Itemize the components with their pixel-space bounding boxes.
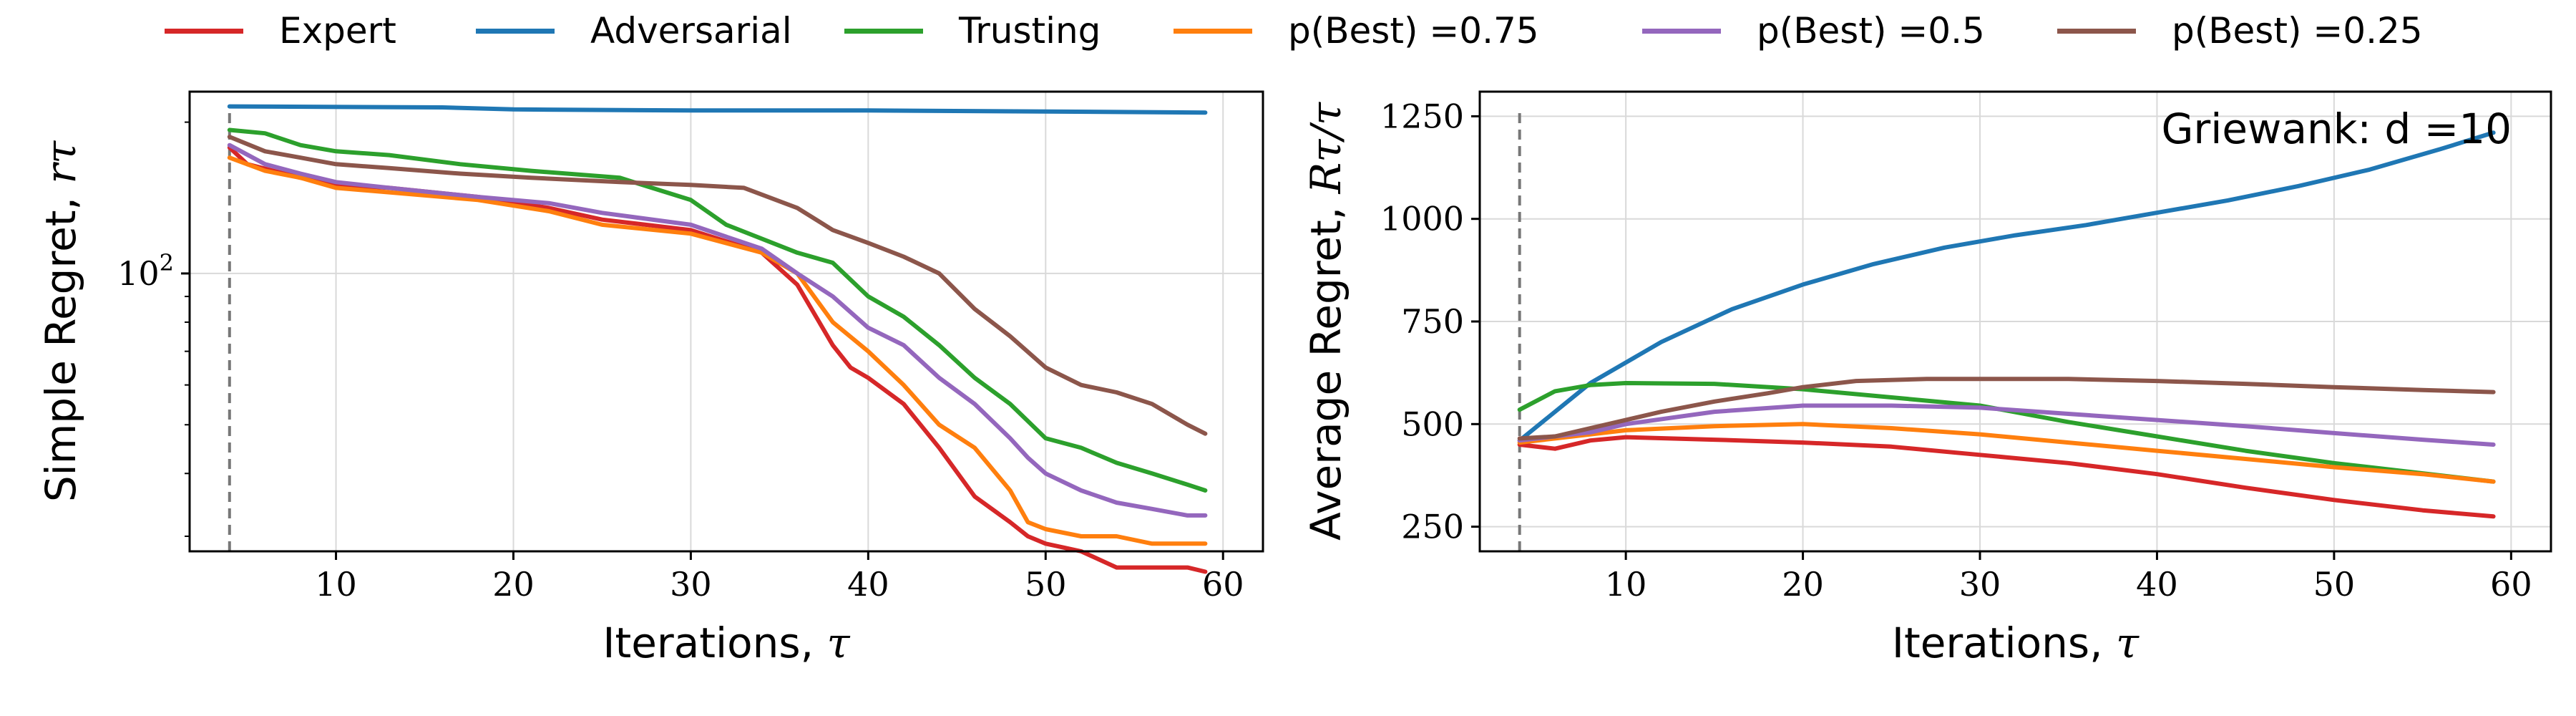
- x-tick-label: 30: [1959, 565, 2001, 604]
- x-tick-label: 40: [2136, 565, 2178, 604]
- panel-left: 10 20 30 40 50 60 102 Iterations, τ Simple Regre…: [36, 90, 1264, 667]
- legend-swatch: [1174, 28, 1252, 34]
- legend-swatch: [1642, 28, 1721, 34]
- legend-label: p(Best) =0.25: [2172, 10, 2423, 52]
- series-line-p-best-0-5: [1517, 403, 2496, 447]
- x-tick-label: 60: [1202, 565, 1244, 604]
- legend-item-pbest-075: p(Best) =0.75: [1174, 6, 1539, 56]
- legend-item-pbest-025: p(Best) =0.25: [2057, 6, 2423, 56]
- series-line-p-best-0-75: [227, 155, 1208, 546]
- series-line-p-best-0-25: [227, 135, 1208, 436]
- y-tick-label: 500: [1401, 405, 1464, 443]
- x-tick-label: 50: [1025, 565, 1067, 604]
- legend-item-expert: Expert: [165, 6, 396, 56]
- series-line-trusting: [227, 127, 1208, 493]
- legend-label: p(Best) =0.75: [1288, 10, 1539, 52]
- legend-label: Trusting: [959, 10, 1101, 52]
- series-line-adversarial: [1517, 130, 2496, 443]
- legend-item-adversarial: Adversarial: [476, 6, 792, 56]
- y-tick-label: 250: [1401, 508, 1464, 546]
- legend-label: Expert: [279, 10, 396, 52]
- legend: Expert Adversarial Trusting p(Best) =0.7…: [0, 0, 2576, 64]
- legend-item-pbest-05: p(Best) =0.5: [1642, 6, 1985, 56]
- x-tick-label: 30: [670, 565, 712, 604]
- chart-annotation: Griewank: d =10: [2161, 105, 2512, 153]
- legend-swatch: [2057, 28, 2136, 34]
- y-tick-label: 750: [1401, 302, 1464, 341]
- series-line-expert: [1517, 435, 2496, 519]
- legend-swatch: [165, 28, 243, 34]
- y-axis-label: Simple Regret, rτ: [36, 140, 85, 502]
- series-line-p-best-0-75: [1517, 422, 2496, 484]
- y-tick-label: 1000: [1380, 200, 1464, 238]
- series-line-adversarial: [227, 104, 1208, 115]
- panel-right: 10 20 30 40 50 60 250 500 750 1000 1250 Iterations,…: [1302, 90, 2552, 667]
- x-tick-label: 40: [847, 565, 889, 604]
- x-tick-label: 50: [2313, 565, 2356, 604]
- legend-swatch: [844, 28, 923, 34]
- y-tick-label: 1250: [1380, 97, 1464, 135]
- legend-label: p(Best) =0.5: [1757, 10, 1985, 52]
- legend-item-trusting: Trusting: [844, 6, 1101, 56]
- y-tick-label: 102: [117, 249, 174, 293]
- x-tick-label: 20: [1782, 565, 1824, 604]
- x-axis-label: Iterations, τ: [1892, 619, 2140, 667]
- series-line-expert: [227, 145, 1208, 574]
- plot-frame: [188, 90, 1264, 553]
- x-tick-label: 10: [1605, 565, 1647, 604]
- series-line-p-best-0-25: [1517, 377, 2496, 441]
- y-axis-label: Average Regret, Rτ/τ: [1302, 102, 1350, 541]
- x-axis-label: Iterations, τ: [602, 619, 850, 667]
- series-line-trusting: [1517, 381, 2496, 484]
- legend-label: Adversarial: [590, 10, 792, 52]
- x-tick-label: 10: [315, 565, 357, 604]
- legend-swatch: [476, 28, 555, 34]
- series-line-p-best-0-5: [227, 142, 1208, 518]
- x-tick-label: 20: [492, 565, 535, 604]
- x-tick-label: 60: [2490, 565, 2532, 604]
